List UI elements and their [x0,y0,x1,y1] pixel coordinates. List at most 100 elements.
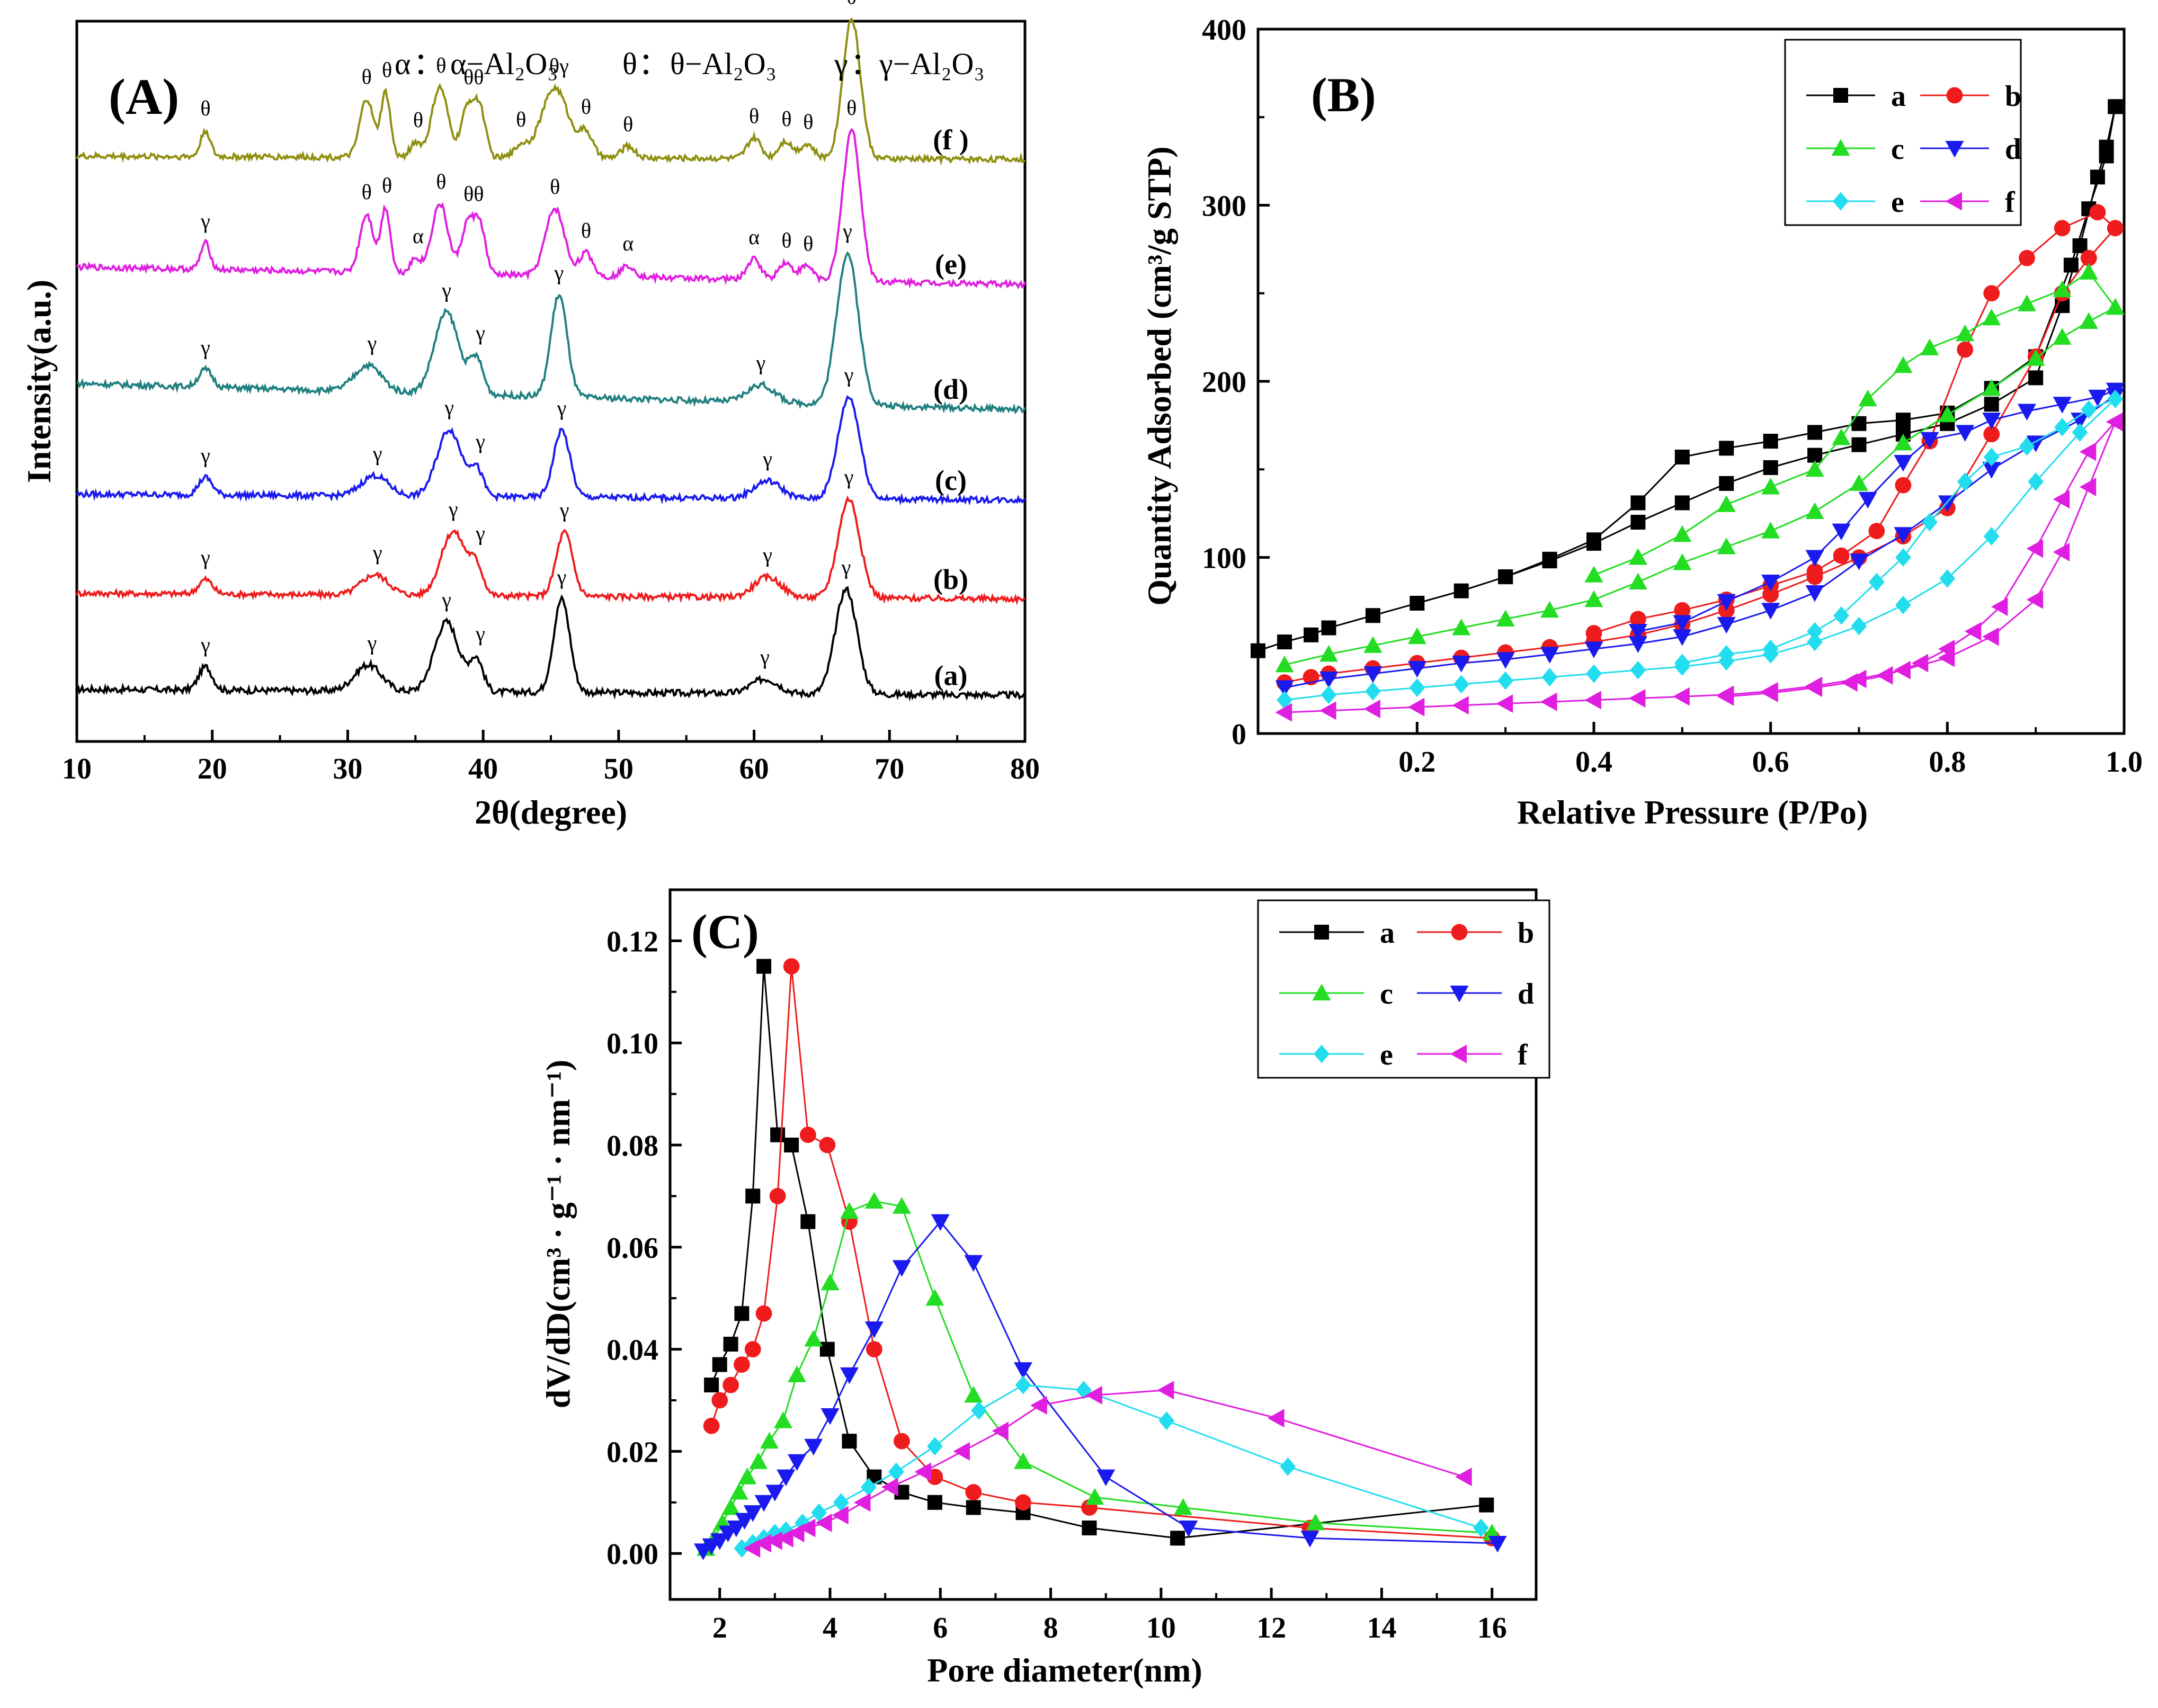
data-point-b [1629,611,1646,628]
peak-label: γ [441,588,451,612]
data-point-c [925,1289,944,1306]
y-tick-label: 200 [1202,366,1246,399]
data-point-d [2088,389,2107,407]
data-point-b [2107,220,2124,237]
phase-legend-alpha-symbol: α [395,47,411,81]
xrd-curve-name: (f ) [933,124,968,156]
data-point-b [783,958,800,975]
data-point-f [815,1513,832,1532]
data-point-c [2106,298,2125,315]
data-point-d [2017,404,2036,421]
data-point-f [914,1462,932,1481]
data-point-f [1849,669,1867,688]
data-point-e [2019,437,2035,456]
phase-legend-theta-symbol: θ [622,47,637,81]
xrd-curve-1 [76,495,1026,605]
data-point-a [1479,1497,1494,1513]
legend-marker-f [1450,1044,1467,1063]
data-point-f [1275,703,1292,722]
data-point-a [1321,620,1336,636]
xrd-curve-2 [76,395,1026,506]
data-point-c [1319,645,1338,662]
data-point-f [1805,678,1823,697]
data-point-c [964,1385,983,1403]
data-point-c [1849,474,1868,491]
data-point-a [734,1306,750,1321]
panel-a-x-tick-label: 80 [1010,753,1040,785]
legend-marker-e [1314,1044,1330,1063]
data-point-b [2019,249,2035,266]
data-point-c [1628,548,1647,565]
data-point-a [842,1434,857,1449]
peak-label: γ [760,645,770,669]
data-point-d [821,1408,840,1425]
phase-legend-alpha-text: α−Al₂O₃ [450,47,558,81]
data-point-f [1407,697,1425,717]
peak-label: γ [756,351,766,375]
panel-a-x-axis-label: 2θ(degree) [475,793,627,831]
peak-label: γ [559,498,569,522]
data-point-e [971,1401,987,1420]
data-point-d [1275,680,1294,697]
data-point-a [1365,608,1380,623]
data-point-c [1673,553,1692,570]
panel-b-y-axis-label: Quantity Adsorbed (cm³/g STP) [1140,146,1178,605]
legend-label-c: c [1891,133,1904,166]
series-line-b [1284,227,2116,684]
data-point-e [1895,548,1911,567]
data-point-c [1717,538,1736,555]
legend-label-f: f [2005,186,2016,219]
data-point-b [1833,547,1850,564]
y-tick-label: 0.10 [607,1027,658,1060]
data-point-d [1363,666,1383,683]
data-point-c [1013,1452,1032,1469]
peak-label: γ [448,497,458,521]
data-point-c [729,1483,748,1500]
data-point-a [1453,583,1469,598]
data-point-d [765,1485,784,1502]
data-point-c [1306,1513,1325,1531]
data-point-e [1833,606,1849,625]
peak-label: γ [844,363,854,387]
legend-label-f: f [1518,1039,1528,1071]
data-point-c [1761,478,1780,495]
data-point-a [1719,476,1734,491]
data-point-d [1452,656,1471,673]
data-point-f [2053,543,2070,562]
legend-marker-b [1451,924,1468,941]
data-point-a [1630,515,1646,530]
data-point-c [1584,566,1603,583]
data-point-e [1983,527,2000,546]
data-point-c [1938,405,1957,423]
data-point-a [756,959,772,974]
data-point-f [1628,689,1646,708]
data-point-c [760,1432,779,1449]
data-point-f [1157,1381,1174,1400]
peak-label: θ [803,110,813,134]
panel-c-curves [693,958,1507,1560]
peak-label: θ [781,228,791,252]
data-point-d [931,1214,950,1231]
phase-legend-theta-text: θ−Al₂O₃ [670,47,777,81]
data-point-e [861,1478,877,1497]
data-point-a [1895,413,1911,428]
data-point-f [1319,701,1336,720]
xrd-curve-0 [76,586,1026,702]
data-point-b [1895,477,1912,494]
data-point-a [1851,437,1867,452]
data-point-f [853,1493,871,1512]
peak-label: γ [762,543,772,567]
panel-c-legend-box [1257,899,1550,1079]
y-tick-label: 0.02 [607,1436,658,1469]
data-point-e [1541,668,1558,687]
data-point-a [1251,643,1265,658]
legend-label-a: a [1380,917,1395,950]
peak-label: γ [200,443,210,467]
peak-label: θ [362,65,372,89]
panel-a-x-tick-label: 30 [333,753,362,785]
data-point-e [2107,389,2124,408]
y-tick-label: 0 [1232,718,1246,751]
data-point-a [2108,99,2123,114]
data-point-f [2079,442,2097,461]
